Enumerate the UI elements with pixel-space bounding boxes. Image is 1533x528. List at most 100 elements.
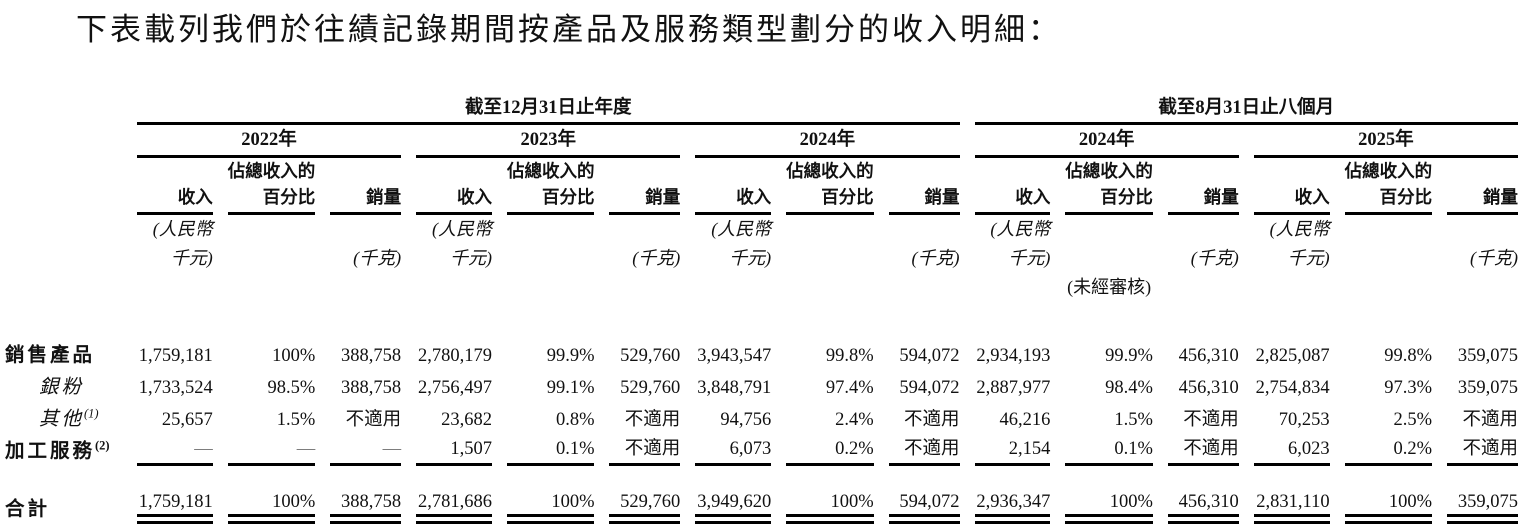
blank-line: [609, 215, 680, 244]
pct-header-line2: 百分比: [1100, 187, 1153, 207]
value-cell-r0-c5: 529,760: [620, 346, 681, 366]
year-header-2024-8m: 2024年: [974, 125, 1239, 158]
value-cell-r2-c6: 94,756: [720, 410, 772, 430]
value-cell-r2-c7: 2.4%: [835, 410, 874, 430]
unit-revenue-line1: (人民幣: [711, 219, 772, 239]
year-header-row: 2022年 2023年 2024年 2024年 2025年: [5, 125, 1518, 158]
value-cell-r3-c10: 0.1%: [1065, 434, 1153, 466]
pct-header-line1: 佔總收入的: [786, 161, 874, 181]
value-cell-r1-c14: 359,075: [1457, 378, 1518, 398]
unit-volume-2: (千克): [889, 215, 960, 338]
total-value: 388,758: [330, 492, 402, 517]
value-cell-r2-c11: 不適用: [1183, 410, 1239, 430]
value-cell-r0-c2: 388,758: [340, 346, 402, 366]
total-cell-c0: 1,759,181: [136, 492, 213, 524]
col-header-volume-1: 銷量: [609, 158, 681, 215]
total-cell-c11: 456,310: [1167, 492, 1239, 524]
value-cell-r3-c1: —: [227, 434, 316, 466]
total-value: 594,072: [888, 492, 960, 517]
unit-revenue-line1: (人民幣: [1269, 219, 1330, 239]
total-cell-c5: 529,760: [609, 492, 681, 524]
total-value: 100%: [227, 492, 316, 517]
value-cell-r1-c8: 594,072: [899, 378, 960, 398]
col-header-volume-4: 銷量: [1447, 158, 1518, 215]
value-cell-r2-c9: 46,216: [999, 410, 1051, 430]
value-cell-r0-c10: 99.9%: [1105, 346, 1153, 366]
col-header-pct-1: 佔總收入的 百分比: [506, 158, 595, 215]
value-cell-r3-c6: 6,073: [695, 434, 772, 466]
pct-header-line2: 百分比: [262, 187, 316, 207]
spacer-row: [5, 466, 1518, 492]
total-value: 3,949,620: [695, 492, 772, 517]
super-group-eight-months-ended-aug31: 截至8月31日止八個月: [974, 90, 1518, 125]
value-cell-r1-c0: 1,733,524: [138, 378, 213, 398]
col-header-volume-3: 銷量: [1167, 158, 1239, 215]
data-row-0: 銷售產品 1,759,181 100% 388,758 2,780,179 99.9% 52…: [5, 338, 1518, 370]
value-cell-r3-c13: 0.2%: [1344, 434, 1433, 466]
value-cell-r0-c6: 3,943,547: [697, 346, 772, 366]
col-header-revenue-3: 收入: [974, 158, 1051, 215]
year-header-2023: 2023年: [416, 125, 681, 158]
value-cell-r3-c11: 不適用: [1167, 434, 1239, 466]
blank-line: [1065, 244, 1153, 273]
total-cell-c10: 100%: [1065, 492, 1153, 524]
blank-line: [330, 215, 401, 244]
value-cell-r0-c0: 1,759,181: [138, 346, 213, 366]
unit-volume-label: (千克): [1190, 248, 1239, 268]
value-cell-r3-c12: 6,023: [1253, 434, 1330, 466]
footnote-ref: (1): [84, 406, 99, 421]
unit-revenue-line1: (人民幣: [152, 219, 213, 239]
year-header-2025: 2025年: [1253, 125, 1518, 158]
value-cell-r3-c14: 不適用: [1447, 434, 1518, 466]
value-cell-r1-c7: 97.4%: [825, 378, 874, 398]
value-cell-r2-c2: 不適用: [345, 410, 402, 430]
label-spacer: [5, 125, 122, 158]
revenue-breakdown-table: 截至12月31日止年度 截至8月31日止八個月 2022年 2023年 2024…: [0, 90, 1533, 524]
row-label-2: 其他(1): [39, 406, 99, 431]
total-cell-c12: 2,831,110: [1253, 492, 1330, 524]
value-cell-r1-c12: 2,754,834: [1255, 378, 1330, 398]
row-label-3: 加工服務(2): [5, 438, 110, 463]
unit-middle-4: [1345, 215, 1433, 338]
total-value: 100%: [786, 492, 874, 517]
blank-line: [1447, 215, 1518, 244]
unit-revenue-0: (人民幣 千元): [137, 215, 213, 338]
value-cell-r3-c4: 0.1%: [506, 434, 595, 466]
col-header-volume-0: 銷量: [330, 158, 402, 215]
value-cell-r1-c2: 388,758: [340, 378, 402, 398]
units-row: (人民幣 千元) (千克) (人民幣 千元) (千克) (人民幣 千元) (千克) (人民幣…: [5, 215, 1518, 338]
value-cell-r3-c2: —: [330, 434, 402, 466]
total-value: 1,759,181: [136, 492, 213, 517]
value-cell-r0-c14: 359,075: [1457, 346, 1518, 366]
super-group-year-ended-dec31: 截至12月31日止年度: [136, 90, 960, 125]
col-header-revenue-0: 收入: [136, 158, 213, 215]
page-title: 下表載列我們於往績記錄期間按產品及服務類型劃分的收入明細：: [76, 12, 1062, 47]
value-cell-r2-c12: 70,253: [1278, 410, 1330, 430]
total-value: 2,781,686: [416, 492, 492, 517]
unit-revenue-2: (人民幣千元): [695, 215, 771, 338]
total-cell-c14: 359,075: [1447, 492, 1518, 524]
unit-middle-1: [507, 215, 595, 338]
value-cell-r0-c8: 594,072: [899, 346, 960, 366]
total-value: 2,831,110: [1253, 492, 1330, 517]
unit-middle-2: [786, 215, 874, 338]
value-cell-r1-c6: 3,848,791: [697, 378, 772, 398]
value-cell-r3-c3: 1,507: [416, 434, 492, 466]
value-cell-r2-c5: 不適用: [624, 410, 681, 430]
value-cell-r1-c5: 529,760: [620, 378, 681, 398]
label-spacer: [5, 158, 122, 215]
unit-revenue-line2: 千元): [729, 248, 772, 268]
unit-revenue-line1: (人民幣: [990, 219, 1051, 239]
label-spacer: [5, 215, 122, 338]
value-cell-r2-c10: 1.5%: [1114, 410, 1153, 430]
value-cell-r0-c4: 99.9%: [546, 346, 595, 366]
pct-header-line2: 百分比: [821, 187, 874, 207]
total-value: 456,310: [1167, 492, 1239, 517]
pct-header-line1: 佔總收入的: [1065, 161, 1153, 181]
value-cell-r0-c1: 100%: [272, 346, 316, 366]
total-value: 100%: [1065, 492, 1153, 517]
unit-revenue-line2: 千元): [449, 248, 492, 268]
col-header-pct-3: 佔總收入的百分比: [1065, 158, 1153, 215]
value-cell-r1-c11: 456,310: [1178, 378, 1239, 398]
value-cell-r0-c13: 99.8%: [1384, 346, 1433, 366]
